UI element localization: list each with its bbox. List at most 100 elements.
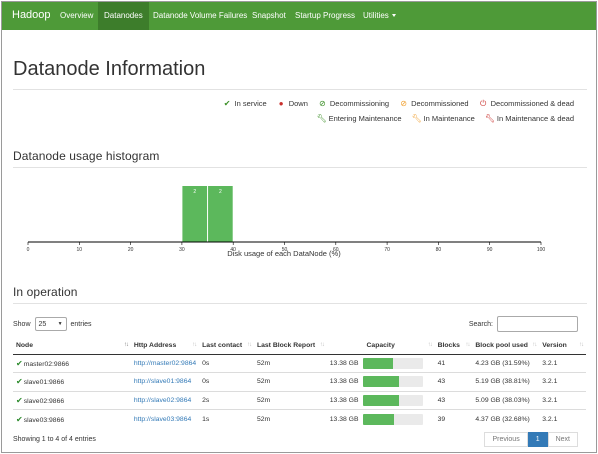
cell-last-block-report: 52m [253, 353, 327, 373]
pagination: Previous 1 Next [484, 432, 578, 447]
show-entries-control: Show 25 ▼ entries [13, 317, 92, 331]
http-address-link[interactable]: http://master02:9864 [133, 359, 197, 367]
sort-icon: ↑↓ [192, 342, 197, 348]
caret-down-icon [391, 14, 396, 18]
in-operation-title: In operation [13, 285, 78, 299]
col-http-address[interactable]: Http Address ↑↓ [130, 338, 200, 355]
capacity-value: 13.38 GB [329, 415, 359, 423]
entries-select-value: 25 [38, 320, 47, 328]
col-last-contact-label: Last contact [202, 342, 243, 350]
nav-utilities[interactable]: Utilities [357, 2, 402, 30]
capacity-bar-fill [362, 357, 393, 369]
in-service-check-icon: ✔ [16, 377, 23, 387]
capacity-value: 13.38 GB [329, 378, 359, 386]
next-button[interactable]: Next [547, 432, 578, 447]
col-last-block-report[interactable]: Last Block Report ↑↓ [253, 338, 327, 355]
cell-capacity: 13.38 GB [326, 372, 435, 391]
col-blocks[interactable]: Blocks ↑↓ [434, 338, 473, 355]
node-name: master02:9866 [23, 360, 70, 368]
datanode-table: Node ↑↓ Http Address ↑↓ Last contact ↑↓ Las… [13, 338, 586, 428]
capacity-value: 13.38 GB [329, 359, 359, 367]
http-address-link[interactable]: http://slave02:9864 [133, 396, 192, 404]
cell-block-pool-used: 5.19 GB (38.81%) [472, 372, 540, 391]
table-row: ✔slave02:9866 http://slave02:9864 2s 52m… [13, 390, 586, 410]
col-last-contact[interactable]: Last contact ↑↓ [199, 338, 254, 355]
cell-last-block-report: 52m [253, 409, 327, 428]
capacity-bar-fill [362, 413, 394, 425]
in-service-check-icon: ✔ [16, 395, 23, 405]
search-input[interactable] [497, 316, 578, 332]
legend-row-1: ✔ In service ● Down ⊘ Decommissioning ⊘ Deco… [223, 99, 574, 108]
nav-overview[interactable]: Overview [60, 11, 94, 20]
http-address-link[interactable]: http://slave01:9864 [133, 378, 192, 386]
col-capacity[interactable]: Capacity ↑↓ [326, 338, 435, 355]
col-capacity-label: Capacity [366, 342, 395, 350]
cell-node: ✔master02:9866 [13, 353, 131, 373]
x-tick-label: 40 [230, 247, 236, 253]
cell-block-pool-used: 4.23 GB (31.59%) [472, 353, 540, 373]
error-circle-icon: ● [278, 98, 284, 108]
histogram-bar [182, 186, 208, 242]
cell-last-contact: 2s [199, 390, 254, 410]
col-block-pool-used[interactable]: Block pool used ↑↓ [472, 338, 540, 355]
cell-node: ✔slave02:9866 [13, 390, 131, 410]
cell-http: http://master02:9864 [130, 353, 200, 373]
capacity-bar-fill [362, 394, 399, 406]
nav-utilities-label: Utilities [363, 11, 389, 20]
cell-version: 3.2.1 [539, 390, 586, 410]
x-tick-label: 80 [436, 247, 442, 253]
power-icon: ⏻ [479, 98, 487, 108]
x-tick-label: 70 [384, 247, 390, 253]
table-row: ✔slave03:9866 http://slave03:9864 1s 52m… [13, 409, 586, 428]
col-last-block-report-label: Last Block Report [256, 342, 316, 350]
cell-capacity: 13.38 GB [326, 390, 435, 410]
cell-capacity: 13.38 GB [326, 353, 435, 373]
divider [13, 167, 587, 168]
sort-icon: ↑↓ [465, 342, 470, 348]
brand-logo[interactable]: Hadoop [12, 9, 51, 21]
x-tick-label: 90 [487, 247, 493, 253]
cell-node: ✔slave03:9866 [13, 409, 131, 428]
cell-last-block-report: 52m [253, 390, 327, 410]
cell-version: 3.2.1 [539, 409, 586, 428]
node-name: slave01:9866 [23, 379, 65, 387]
cell-capacity: 13.38 GB [326, 409, 435, 428]
sort-icon: ↑↓ [532, 342, 537, 348]
table-row: ✔master02:9866 http://master02:9864 0s 5… [13, 353, 586, 373]
capacity-bar [362, 357, 423, 369]
table-row: ✔slave01:9866 http://slave01:9864 0s 52m… [13, 372, 586, 391]
capacity-bar-fill [362, 376, 399, 388]
nav-snapshot[interactable]: Snapshot [252, 11, 286, 20]
nav-datanodes[interactable]: Datanodes [98, 2, 149, 30]
col-blocks-label: Blocks [437, 342, 460, 350]
check-icon: ✔ [223, 98, 231, 108]
nav-datanode-volume-failures[interactable]: Datanode Volume Failures [153, 11, 248, 20]
legend-down: ● Down [277, 99, 308, 108]
capacity-bar [362, 413, 423, 425]
sort-icon: ↑↓ [246, 342, 252, 348]
previous-button[interactable]: Previous [484, 432, 528, 447]
cell-node: ✔slave01:9866 [13, 372, 131, 391]
histogram-bar-label: 2 [219, 189, 222, 195]
legend-decommissioning: ⊘ Decommissioning [318, 99, 389, 108]
table-info: Showing 1 to 4 of 4 entries [13, 436, 96, 443]
legend-decommissioned-dead: ⏻ Decommissioned & dead [479, 99, 574, 108]
col-version[interactable]: Version ↑↓ [539, 338, 586, 355]
x-tick-label: 0 [27, 247, 30, 253]
nav-startup-progress[interactable]: Startup Progress [295, 11, 356, 20]
page-1-button[interactable]: 1 [527, 432, 548, 447]
x-tick-label: 10 [77, 247, 83, 253]
entries-select[interactable]: 25 ▼ [34, 317, 67, 331]
col-node[interactable]: Node ↑↓ [13, 338, 131, 355]
cell-last-contact: 0s [199, 372, 254, 391]
x-tick-label: 100 [537, 247, 546, 253]
x-tick-label: 30 [179, 247, 185, 253]
divider [13, 89, 587, 90]
search-control: Search: [469, 316, 578, 332]
legend-in-maintenance-dead: 🔧︎ In Maintenance & dead [485, 114, 574, 123]
chevron-down-icon: ▼ [57, 321, 63, 327]
legend-label: In service [234, 99, 267, 108]
http-address-link[interactable]: http://slave03:9864 [133, 415, 192, 423]
histogram-bar-label: 2 [193, 189, 196, 195]
histogram-title: Datanode usage histogram [13, 149, 160, 163]
